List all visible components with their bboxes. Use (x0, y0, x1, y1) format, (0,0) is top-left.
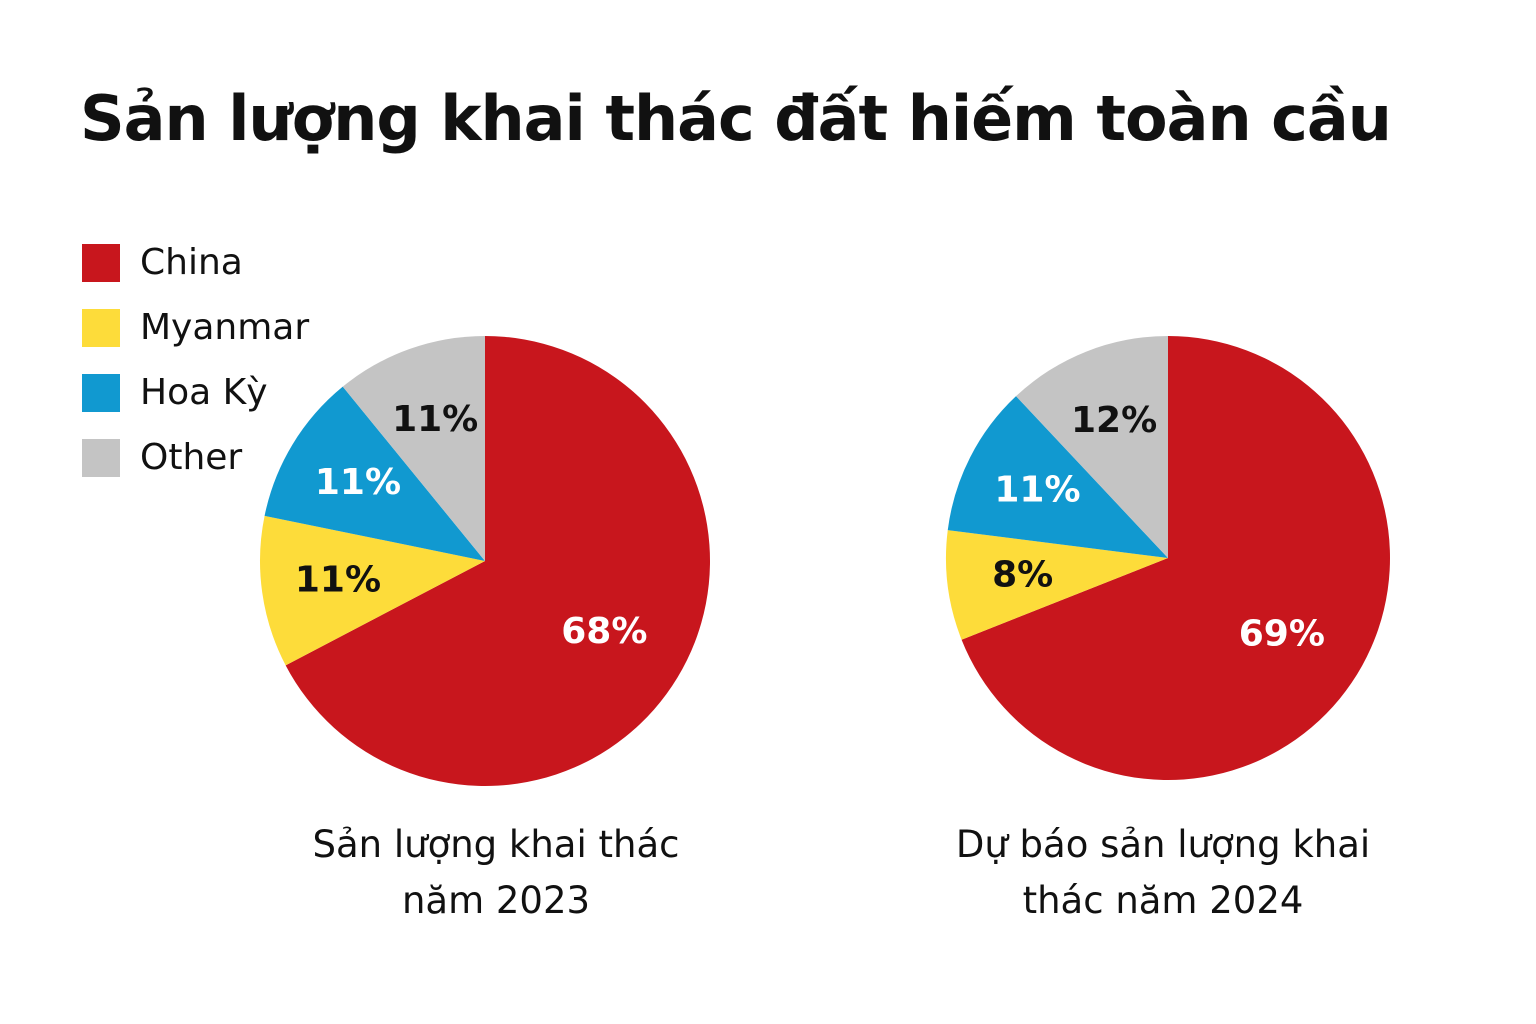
pie1-caption-line: Sản lượng khai thác (312, 823, 680, 866)
legend-item-myanmar: Myanmar (82, 295, 309, 360)
pie2-caption: Dự báo sản lượng khai thác năm 2024 (923, 817, 1403, 929)
pie1-data-label: 68% (561, 611, 647, 652)
pie2-slice-china (961, 336, 1390, 780)
legend: China Myanmar Hoa Kỳ Other (82, 230, 309, 490)
legend-swatch-myanmar (82, 308, 120, 347)
pie2-data-label: 11% (994, 469, 1080, 510)
legend-swatch-other (82, 438, 120, 477)
legend-swatch-hoa-ky (82, 373, 120, 412)
legend-swatch-china (82, 243, 120, 282)
pie2-caption-line: thác năm 2024 (1022, 879, 1304, 922)
pie2-data-label: 8% (992, 554, 1053, 595)
pie2-data-label: 69% (1239, 613, 1325, 654)
chart-title: Sản lượng khai thác đất hiếm toàn cầu (80, 82, 1392, 155)
legend-item-other: Other (82, 425, 309, 490)
pie1-slice-other (342, 336, 485, 561)
pie1-slice-china (285, 336, 710, 786)
pie2-slice-other (1016, 336, 1168, 558)
pie1-slice-hoa-kỳ (264, 386, 485, 561)
legend-item-china: China (82, 230, 309, 295)
pie1-slice-myanmar (260, 515, 485, 666)
pie2-data-label: 12% (1071, 400, 1157, 441)
pie2-slice-myanmar (946, 530, 1168, 640)
legend-label: China (140, 242, 243, 283)
pie2-caption-line: Dự báo sản lượng khai (955, 823, 1371, 866)
legend-item-hoa-ky: Hoa Kỳ (82, 360, 309, 425)
pie1-caption-line: năm 2023 (401, 879, 591, 922)
pie2-slice-hoa-kỳ (947, 396, 1168, 558)
pie1-data-label: 11% (315, 462, 401, 503)
pie1-data-label: 11% (392, 399, 478, 440)
legend-label: Hoa Kỳ (140, 372, 268, 413)
pie1-data-label: 11% (295, 560, 381, 601)
pie1-caption: Sản lượng khai thác năm 2023 (256, 817, 736, 929)
legend-label: Other (140, 437, 243, 478)
legend-label: Myanmar (140, 307, 310, 348)
